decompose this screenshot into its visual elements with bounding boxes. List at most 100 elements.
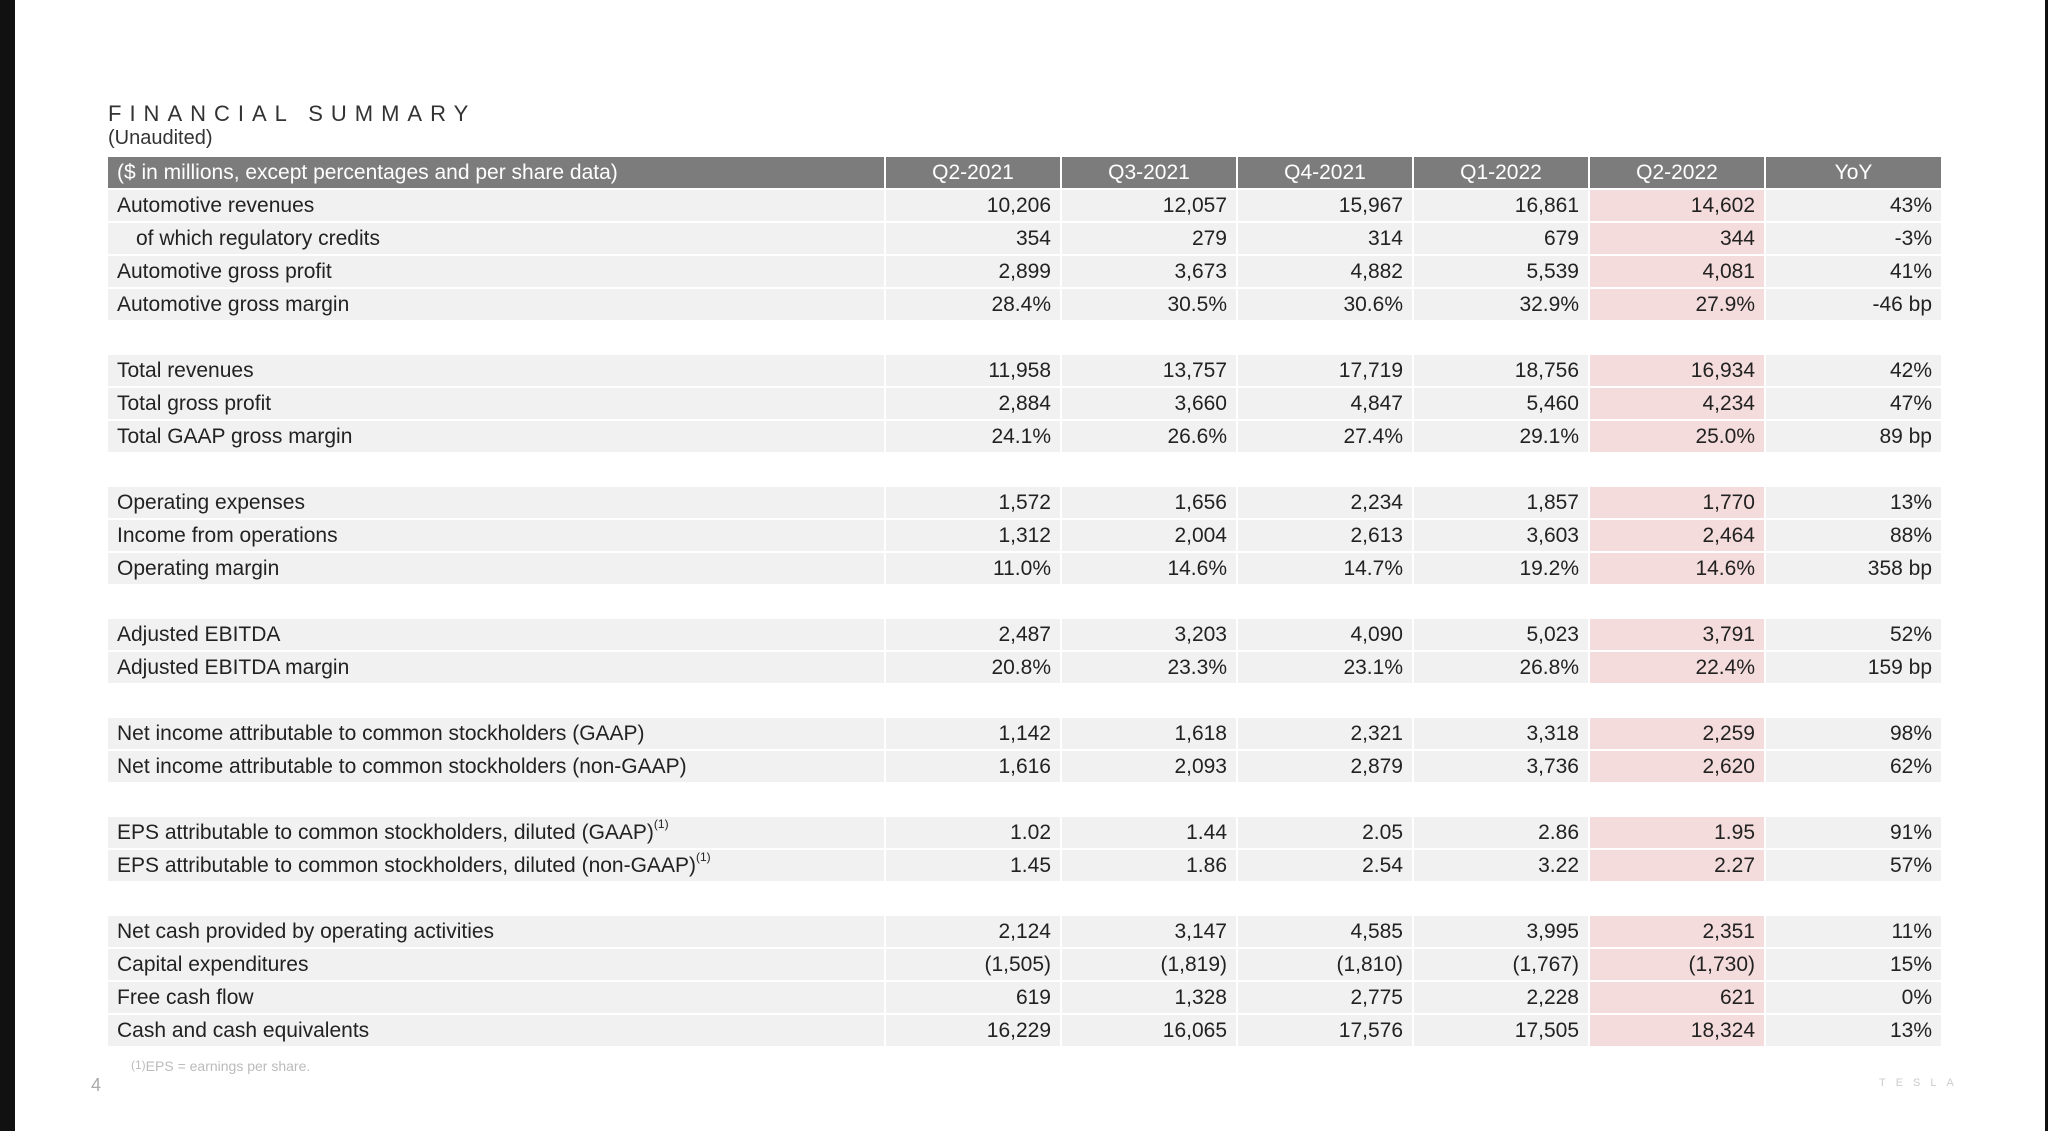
value-cell: 4,847: [1238, 388, 1412, 419]
row-label-text: Automotive gross margin: [117, 293, 350, 316]
footnote: (1)EPS = earnings per share.: [131, 1058, 310, 1074]
value-cell: 57%: [1766, 850, 1941, 881]
table-row: Automotive gross margin 28.4% 30.5% 30.6% 32…: [108, 288, 1941, 321]
group-spacer: [108, 882, 1941, 915]
value-cell: 89 bp: [1766, 421, 1941, 452]
row-label-text: Free cash flow: [117, 986, 254, 1009]
value-cell: 18,324: [1590, 1015, 1764, 1046]
value-cell: 26.8%: [1414, 652, 1588, 683]
value-cell: 2.54: [1238, 850, 1412, 881]
value-cell: 41%: [1766, 256, 1941, 287]
value-cell: 13%: [1766, 487, 1941, 518]
row-label-text: Total GAAP gross margin: [117, 425, 353, 448]
table-row: Capital expenditures (1,505) (1,819) (1,810…: [108, 948, 1941, 981]
value-cell: 5,460: [1414, 388, 1588, 419]
value-cell: 4,882: [1238, 256, 1412, 287]
row-label: Total revenues: [108, 355, 884, 386]
value-cell: 5,023: [1414, 619, 1588, 650]
row-label: EPS attributable to common stockholders,…: [108, 817, 884, 848]
value-cell: 10,206: [886, 190, 1060, 221]
row-label: EPS attributable to common stockholders,…: [108, 850, 884, 881]
column-header: ($ in millions, except percentages and p…: [108, 157, 884, 188]
row-label: Operating margin: [108, 553, 884, 584]
value-cell: 42%: [1766, 355, 1941, 386]
value-cell: 30.5%: [1062, 289, 1236, 320]
value-cell: 1,770: [1590, 487, 1764, 518]
table-row: Cash and cash equivalents 16,229 16,065 17,…: [108, 1014, 1941, 1047]
slide: FINANCIAL SUMMARY (Unaudited) ($ in mill…: [15, 0, 2045, 1131]
footnote-ref: (1): [653, 817, 669, 831]
row-label: Total GAAP gross margin: [108, 421, 884, 452]
value-cell: 2,004: [1062, 520, 1236, 551]
value-cell: 1,616: [886, 751, 1060, 782]
value-cell: 2,879: [1238, 751, 1412, 782]
row-label-text: EPS attributable to common stockholders,…: [117, 854, 696, 877]
table-row: Operating margin 11.0% 14.6% 14.7% 19.2% 14.6…: [108, 552, 1941, 585]
value-cell: 25.0%: [1590, 421, 1764, 452]
column-header: Q4-2021: [1238, 157, 1412, 188]
row-label-text: Total revenues: [117, 359, 254, 382]
value-cell: 3,318: [1414, 718, 1588, 749]
table-row: Total gross profit 2,884 3,660 4,847 5,460 4,…: [108, 387, 1941, 420]
value-cell: 3,673: [1062, 256, 1236, 287]
row-label: Automotive gross margin: [108, 289, 884, 320]
value-cell: 2,620: [1590, 751, 1764, 782]
row-label: Income from operations: [108, 520, 884, 551]
value-cell: 1.86: [1062, 850, 1236, 881]
value-cell: 3,736: [1414, 751, 1588, 782]
value-cell: 26.6%: [1062, 421, 1236, 452]
value-cell: 14.6%: [1590, 553, 1764, 584]
value-cell: 14.7%: [1238, 553, 1412, 584]
value-cell: 279: [1062, 223, 1236, 254]
value-cell: 12,057: [1062, 190, 1236, 221]
value-cell: 621: [1590, 982, 1764, 1013]
footnote-marker: (1): [131, 1058, 146, 1072]
value-cell: 20.8%: [886, 652, 1060, 683]
row-label-text: EPS attributable to common stockholders,…: [117, 821, 654, 844]
value-cell: 2,899: [886, 256, 1060, 287]
table-row: Adjusted EBITDA margin 20.8% 23.3% 23.1% 26.…: [108, 651, 1941, 684]
value-cell: 13,757: [1062, 355, 1236, 386]
row-label-text: Net income attributable to common stockh…: [117, 722, 645, 745]
value-cell: 16,229: [886, 1015, 1060, 1046]
row-label: Automotive revenues: [108, 190, 884, 221]
value-cell: 11.0%: [886, 553, 1060, 584]
value-cell: 11%: [1766, 916, 1941, 947]
value-cell: -3%: [1766, 223, 1941, 254]
table-row: Free cash flow 619 1,328 2,775 2,228 621 0%: [108, 981, 1941, 1014]
table-row: Total GAAP gross margin 24.1% 26.6% 27.4% 29…: [108, 420, 1941, 453]
page-number: 4: [91, 1075, 102, 1095]
column-header: Q1-2022: [1414, 157, 1588, 188]
row-label-text: Net income attributable to common stockh…: [117, 755, 687, 778]
value-cell: 23.1%: [1238, 652, 1412, 683]
value-cell: 314: [1238, 223, 1412, 254]
row-label-text: Cash and cash equivalents: [117, 1019, 370, 1042]
value-cell: 52%: [1766, 619, 1941, 650]
value-cell: 11,958: [886, 355, 1060, 386]
page-title: FINANCIAL SUMMARY: [108, 101, 477, 126]
value-cell: 16,861: [1414, 190, 1588, 221]
value-cell: 2,259: [1590, 718, 1764, 749]
group-spacer: [108, 684, 1941, 717]
row-label-text: of which regulatory credits: [136, 227, 380, 250]
table-row: Adjusted EBITDA 2,487 3,203 4,090 5,023 3,791…: [108, 618, 1941, 651]
column-header: Q3-2021: [1062, 157, 1236, 188]
value-cell: (1,810): [1238, 949, 1412, 980]
value-cell: 159 bp: [1766, 652, 1941, 683]
value-cell: 3,603: [1414, 520, 1588, 551]
table-row: Operating expenses 1,572 1,656 2,234 1,857 1,…: [108, 486, 1941, 519]
value-cell: 0%: [1766, 982, 1941, 1013]
value-cell: 3,203: [1062, 619, 1236, 650]
row-label: of which regulatory credits: [108, 223, 884, 254]
row-label: Capital expenditures: [108, 949, 884, 980]
value-cell: 1.02: [886, 817, 1060, 848]
row-label: Net income attributable to common stockh…: [108, 718, 884, 749]
value-cell: 2,464: [1590, 520, 1764, 551]
value-cell: 2,228: [1414, 982, 1588, 1013]
value-cell: 2.86: [1414, 817, 1588, 848]
value-cell: 2,487: [886, 619, 1060, 650]
row-label: Cash and cash equivalents: [108, 1015, 884, 1046]
footnote-ref: (1): [695, 850, 711, 864]
value-cell: -46 bp: [1766, 289, 1941, 320]
value-cell: 358 bp: [1766, 553, 1941, 584]
